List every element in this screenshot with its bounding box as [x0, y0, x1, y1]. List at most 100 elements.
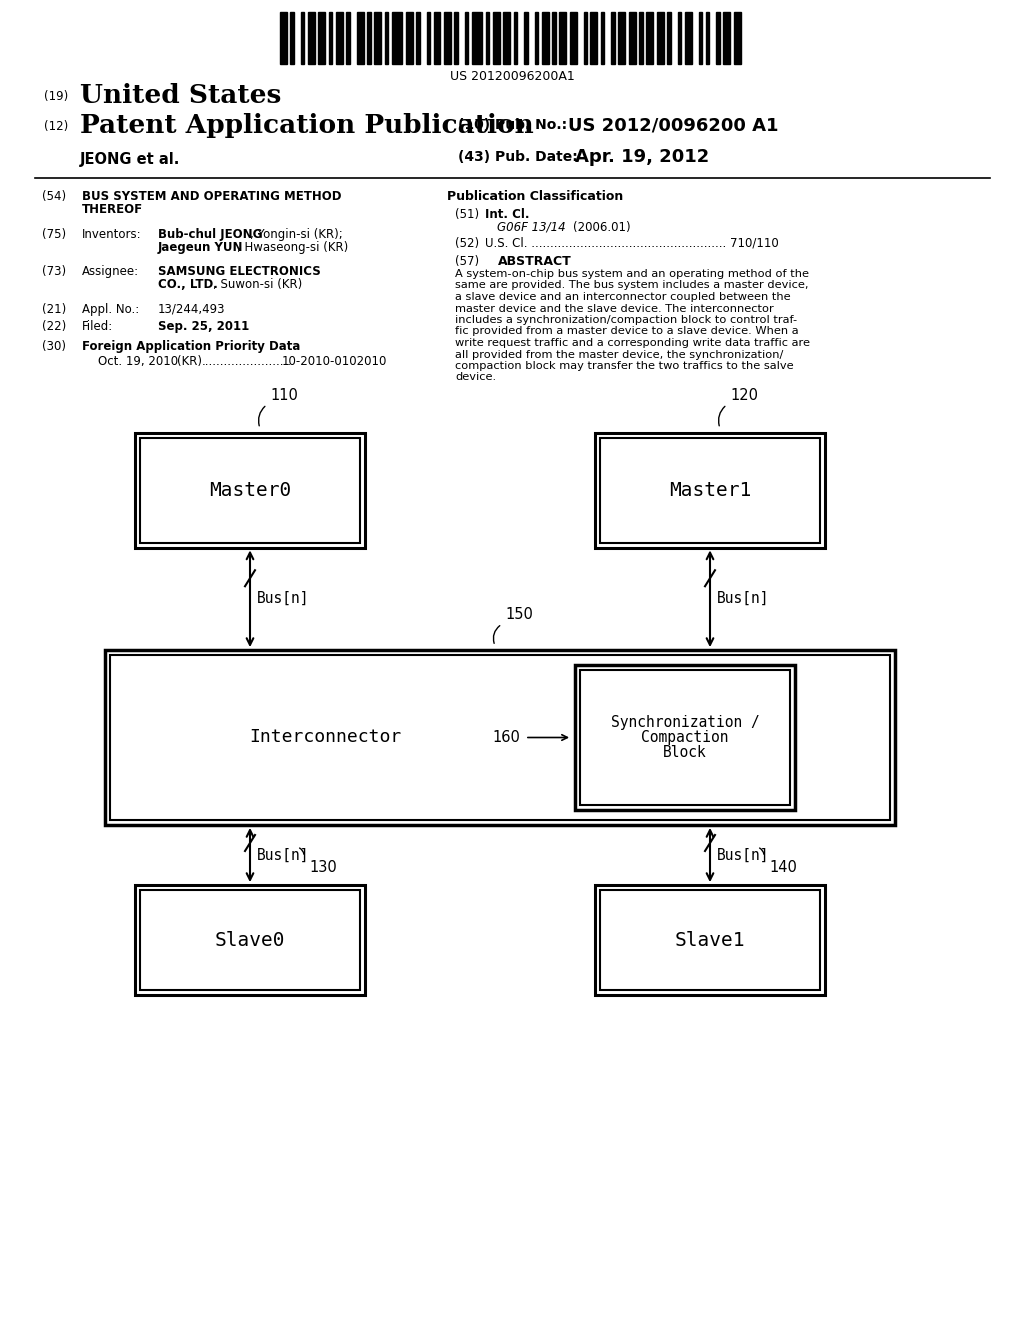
Text: 120: 120 — [730, 388, 758, 403]
Text: same are provided. The bus system includes a master device,: same are provided. The bus system includ… — [455, 281, 809, 290]
Text: a slave device and an interconnector coupled between the: a slave device and an interconnector cou… — [455, 292, 791, 302]
Text: ........................: ........................ — [202, 355, 292, 368]
Bar — [723, 12, 730, 63]
Bar — [552, 12, 556, 63]
Text: (57): (57) — [455, 255, 479, 268]
Text: US 2012/0096200 A1: US 2012/0096200 A1 — [568, 116, 778, 135]
Text: Bus[n]: Bus[n] — [257, 591, 309, 606]
Bar — [733, 12, 740, 63]
Text: THEREOF: THEREOF — [82, 203, 143, 216]
Bar — [584, 12, 587, 63]
Text: (30): (30) — [42, 341, 66, 352]
Text: A system-on-chip bus system and an operating method of the: A system-on-chip bus system and an opera… — [455, 269, 809, 279]
Text: US 20120096200A1: US 20120096200A1 — [450, 70, 574, 83]
Text: includes a synchronization/compaction block to control traf-: includes a synchronization/compaction bl… — [455, 315, 797, 325]
Text: compaction block may transfer the two traffics to the salve: compaction block may transfer the two tr… — [455, 360, 794, 371]
Bar — [368, 12, 371, 63]
Text: Apr. 19, 2012: Apr. 19, 2012 — [575, 148, 710, 166]
Bar — [346, 12, 350, 63]
Bar — [427, 12, 430, 63]
Text: Appl. No.:: Appl. No.: — [82, 304, 139, 315]
Bar — [646, 12, 653, 63]
Text: Filed:: Filed: — [82, 319, 114, 333]
Text: (73): (73) — [42, 265, 67, 279]
Text: Synchronization /: Synchronization / — [610, 715, 760, 730]
Bar — [356, 12, 364, 63]
Bar — [105, 649, 895, 825]
Bar — [524, 12, 527, 63]
Bar — [444, 12, 451, 63]
Bar — [569, 12, 577, 63]
Bar — [685, 12, 691, 63]
Bar — [135, 433, 365, 548]
Text: G06F 13/14: G06F 13/14 — [497, 220, 565, 234]
Bar — [595, 433, 825, 548]
Text: (12): (12) — [44, 120, 69, 133]
Bar — [493, 12, 500, 63]
Text: Publication Classification: Publication Classification — [446, 190, 624, 203]
Text: United States: United States — [80, 83, 282, 108]
Bar — [678, 12, 681, 63]
Text: BUS SYSTEM AND OPERATING METHOD: BUS SYSTEM AND OPERATING METHOD — [82, 190, 341, 203]
Text: (52): (52) — [455, 238, 479, 249]
Text: Patent Application Publication: Patent Application Publication — [80, 114, 534, 139]
Text: (51): (51) — [455, 209, 479, 220]
Text: device.: device. — [455, 372, 496, 383]
Bar — [698, 12, 702, 63]
Text: fic provided from a master device to a slave device. When a: fic provided from a master device to a s… — [455, 326, 799, 337]
Bar — [308, 12, 315, 63]
Bar — [503, 12, 510, 63]
Text: Slave0: Slave0 — [215, 931, 286, 949]
Text: Bub-chul JEONG: Bub-chul JEONG — [158, 228, 262, 242]
Bar — [416, 12, 420, 63]
Text: Inventors:: Inventors: — [82, 228, 141, 242]
Text: (2006.01): (2006.01) — [573, 220, 631, 234]
Bar — [301, 12, 304, 63]
Bar — [600, 437, 820, 543]
Text: Bus[n]: Bus[n] — [717, 847, 769, 862]
Text: Assignee:: Assignee: — [82, 265, 139, 279]
Bar — [639, 12, 643, 63]
Bar — [391, 12, 402, 63]
Text: (21): (21) — [42, 304, 67, 315]
Bar — [595, 884, 825, 995]
Text: 160: 160 — [493, 730, 520, 744]
Text: JEONG et al.: JEONG et al. — [80, 152, 180, 168]
Bar — [514, 12, 517, 63]
Bar — [465, 12, 468, 63]
Text: Oct. 19, 2010: Oct. 19, 2010 — [98, 355, 178, 368]
Text: (22): (22) — [42, 319, 67, 333]
Bar — [433, 12, 440, 63]
Bar — [455, 12, 458, 63]
Bar — [629, 12, 636, 63]
Bar — [706, 12, 709, 63]
Text: Jaegeun YUN: Jaegeun YUN — [158, 242, 244, 253]
Text: write request traffic and a corresponding write data traffic are: write request traffic and a correspondin… — [455, 338, 810, 348]
Bar — [280, 12, 287, 63]
Bar — [485, 12, 489, 63]
Text: (10) Pub. No.:: (10) Pub. No.: — [458, 117, 567, 132]
Text: Slave1: Slave1 — [675, 931, 745, 949]
Bar — [329, 12, 333, 63]
Text: Block: Block — [664, 744, 707, 760]
Bar — [591, 12, 597, 63]
Text: 110: 110 — [270, 388, 298, 403]
Text: Foreign Application Priority Data: Foreign Application Priority Data — [82, 341, 300, 352]
Bar — [656, 12, 664, 63]
Text: (19): (19) — [44, 90, 69, 103]
Bar — [374, 12, 381, 63]
Text: master device and the slave device. The interconnector: master device and the slave device. The … — [455, 304, 774, 314]
Text: , Hwaseong-si (KR): , Hwaseong-si (KR) — [237, 242, 348, 253]
Text: Master0: Master0 — [209, 480, 291, 499]
Bar — [559, 12, 566, 63]
Bar — [140, 890, 360, 990]
Bar — [472, 12, 482, 63]
Text: , Suwon-si (KR): , Suwon-si (KR) — [213, 279, 302, 290]
Bar — [600, 890, 820, 990]
Bar — [618, 12, 626, 63]
Bar — [406, 12, 413, 63]
Text: all provided from the master device, the synchronization/: all provided from the master device, the… — [455, 350, 783, 359]
Bar — [318, 12, 326, 63]
Bar — [668, 12, 671, 63]
Text: 130: 130 — [309, 861, 337, 875]
